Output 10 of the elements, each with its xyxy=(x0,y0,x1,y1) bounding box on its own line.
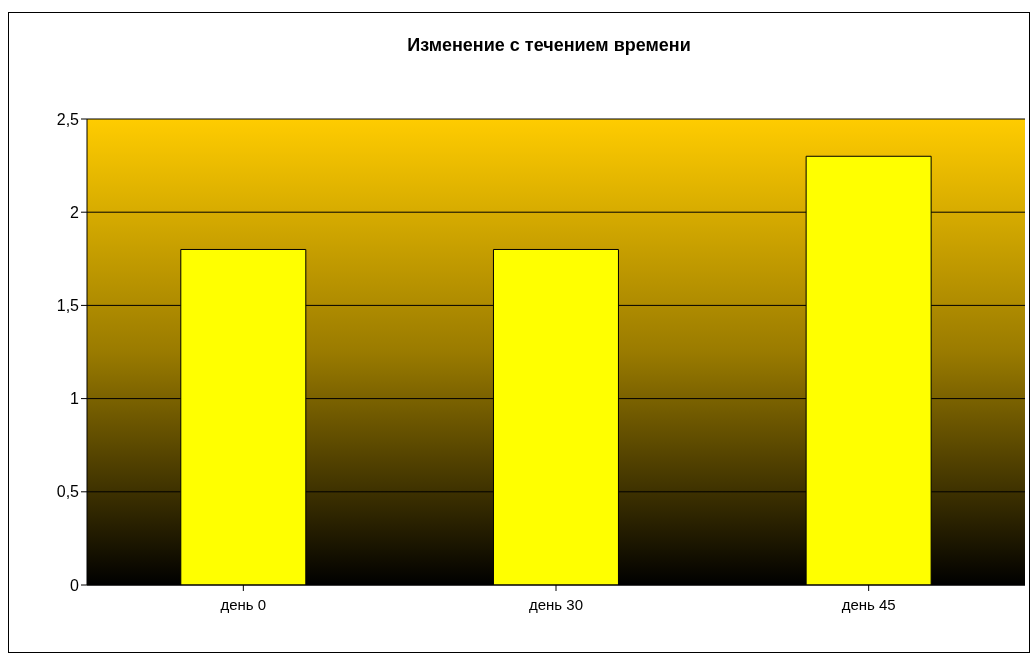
x-tick-label: день 45 xyxy=(841,595,896,613)
y-tick-label: 1 xyxy=(70,390,80,408)
x-tick-label: день 30 xyxy=(528,595,584,613)
y-tick-label: 1,5 xyxy=(56,297,80,315)
y-tick-label: 2 xyxy=(70,203,80,221)
y-tick-label: 0,5 xyxy=(56,483,80,501)
chart-title: Изменение с течением времени xyxy=(406,35,692,56)
y-tick-label: 2,5 xyxy=(56,110,80,128)
x-tick-label: день 0 xyxy=(220,595,267,613)
y-tick-label: 0 xyxy=(70,576,80,594)
